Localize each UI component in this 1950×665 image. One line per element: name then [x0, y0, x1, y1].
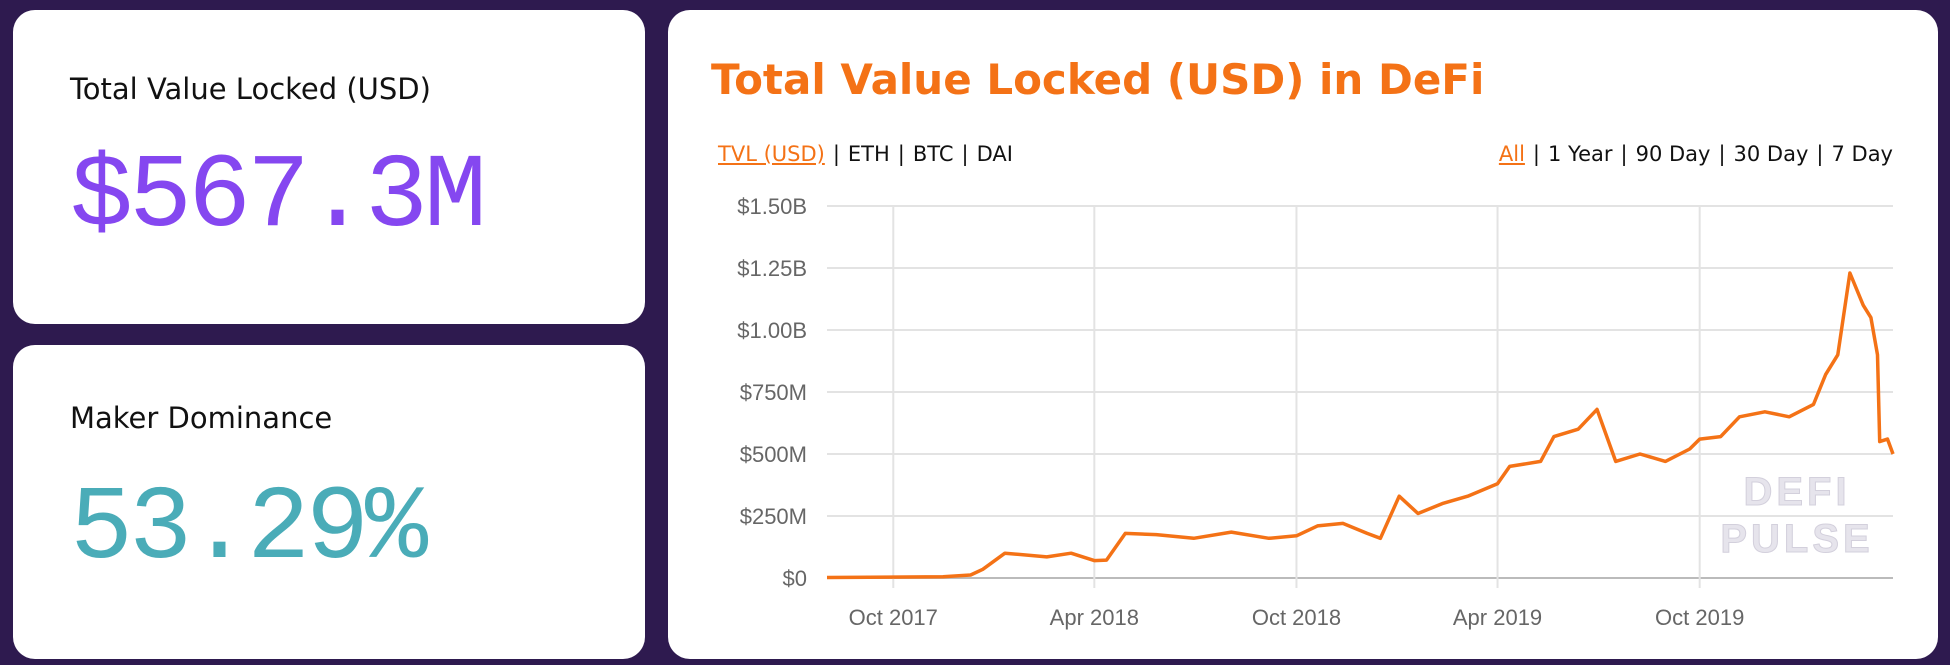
- x-tick-label: Oct 2019: [1655, 605, 1744, 630]
- tab-separator: |: [961, 142, 969, 166]
- tab-separator: |: [1718, 142, 1726, 166]
- y-tick-label: $250M: [740, 504, 807, 529]
- tvl-label: Total Value Locked (USD): [70, 72, 431, 106]
- tab-tvl-usd[interactable]: TVL (USD): [718, 142, 825, 166]
- dominance-value: 53.29%: [70, 470, 428, 589]
- range-tab-90-day[interactable]: 90 Day: [1635, 142, 1711, 166]
- tab-separator: |: [1620, 142, 1628, 166]
- dominance-label: Maker Dominance: [70, 401, 333, 435]
- y-tick-label: $750M: [740, 380, 807, 405]
- range-tab-30-day[interactable]: 30 Day: [1733, 142, 1809, 166]
- x-tick-label: Oct 2018: [1252, 605, 1341, 630]
- range-tab-7-day[interactable]: 7 Day: [1831, 142, 1893, 166]
- tab-separator: |: [832, 142, 840, 166]
- range-tab-1-year[interactable]: 1 Year: [1548, 142, 1613, 166]
- tab-eth[interactable]: ETH: [847, 142, 890, 166]
- tvl-chart-panel: Total Value Locked (USD) in DeFi TVL (US…: [668, 10, 1938, 659]
- tvl-card: Total Value Locked (USD) $567.3M: [13, 10, 645, 324]
- tab-dai[interactable]: DAI: [976, 142, 1013, 166]
- y-tick-label: $1.25B: [737, 256, 807, 281]
- x-tick-label: Apr 2018: [1050, 605, 1139, 630]
- grid: [827, 205, 1893, 588]
- y-tick-label: $0: [783, 566, 807, 591]
- y-tick-label: $1.50B: [737, 194, 807, 219]
- axes: $0 $250M $500M $750M $1.00B $1.25B $1.50B Oct 2…: [737, 194, 1744, 630]
- tab-btc[interactable]: BTC: [912, 142, 954, 166]
- x-tick-label: Oct 2017: [849, 605, 938, 630]
- range-tab-all[interactable]: All: [1498, 142, 1525, 166]
- tvl-value: $567.3M: [70, 138, 487, 257]
- svg-text:DEFI: DEFI: [1743, 470, 1850, 514]
- currency-tabs: TVL (USD) | ETH | BTC | DAI: [718, 142, 1013, 166]
- svg-text:PULSE: PULSE: [1720, 517, 1873, 561]
- x-tick-label: Apr 2019: [1453, 605, 1542, 630]
- tab-separator: |: [1532, 142, 1540, 166]
- maker-dominance-card: Maker Dominance 53.29%: [13, 345, 645, 659]
- y-tick-label: $500M: [740, 442, 807, 467]
- range-tabs: All | 1 Year | 90 Day | 30 Day | 7 Day: [1499, 142, 1893, 166]
- chart-title: Total Value Locked (USD) in DeFi: [711, 55, 1485, 104]
- y-tick-label: $1.00B: [737, 318, 807, 343]
- tvl-line: [826, 271, 1895, 580]
- tab-separator: |: [1816, 142, 1824, 166]
- defi-pulse-watermark: DEFI PULSE: [1720, 470, 1873, 562]
- tab-separator: |: [897, 142, 905, 166]
